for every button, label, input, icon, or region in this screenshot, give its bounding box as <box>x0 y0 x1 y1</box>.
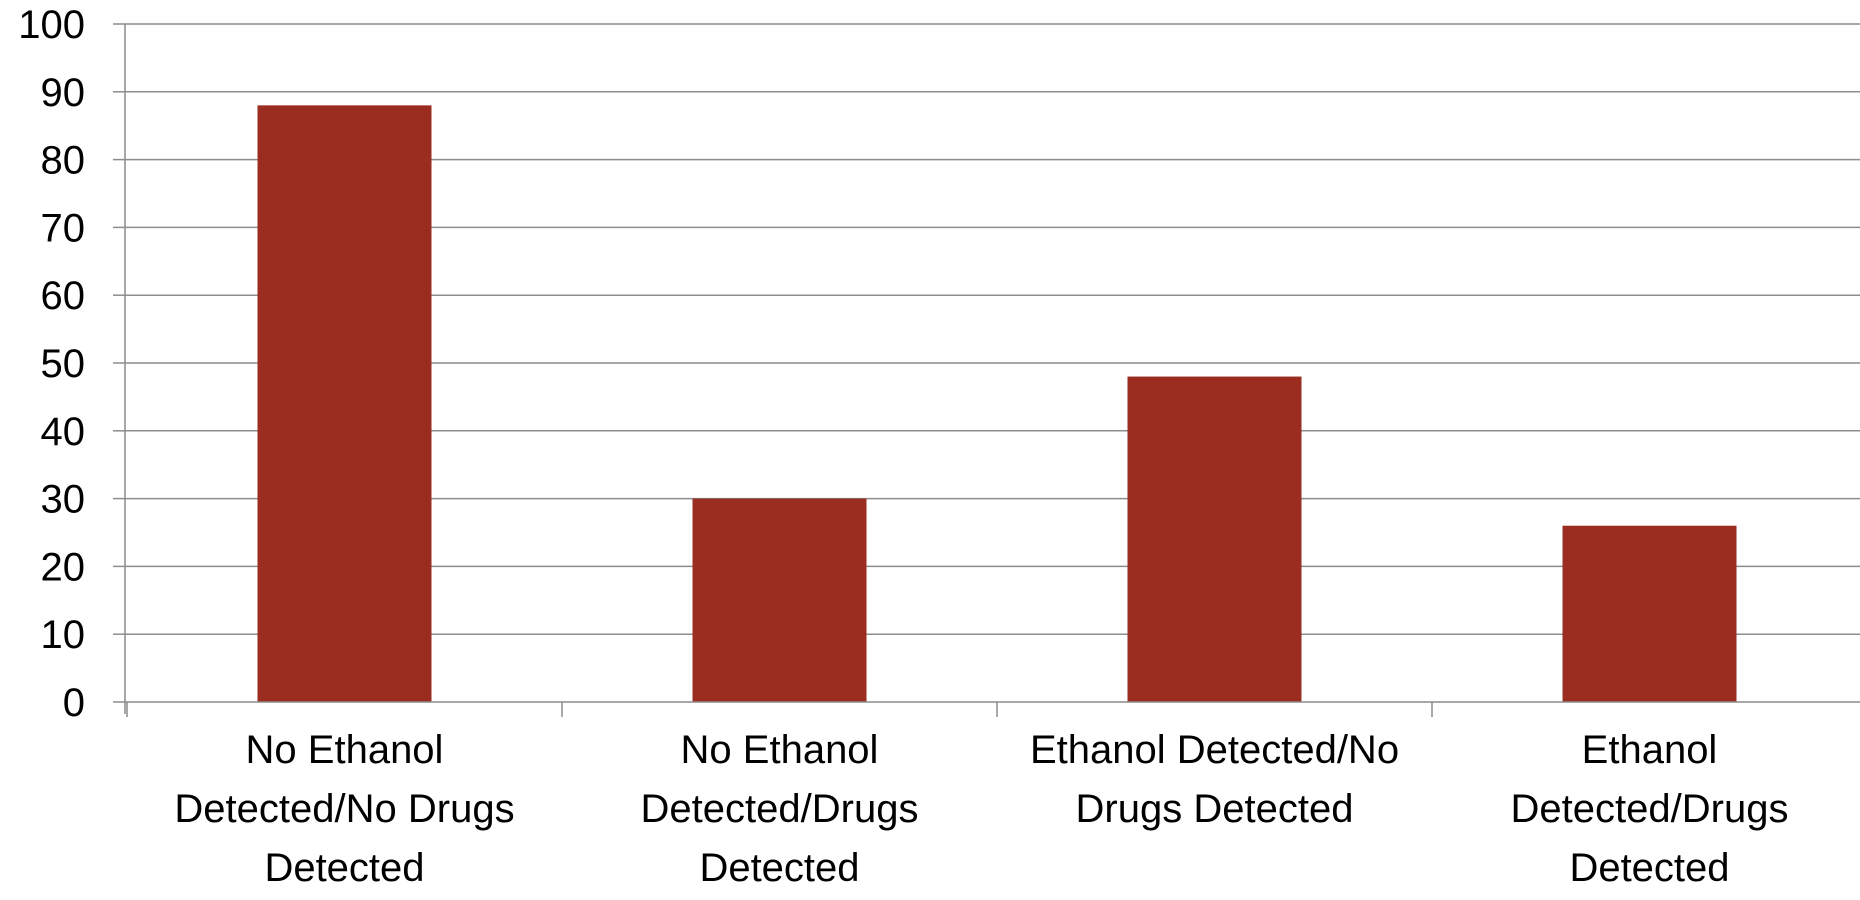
y-tick-label: 80 <box>41 139 86 183</box>
y-tick-label: 70 <box>41 206 86 250</box>
y-tick-label: 0 <box>63 681 85 725</box>
x-tick-label: Ethanol Detected/No Drugs Detected <box>1030 728 1399 831</box>
y-tick-label: 60 <box>41 274 86 318</box>
y-tick-label: 10 <box>41 613 86 657</box>
y-tick-label: 20 <box>41 545 86 589</box>
bars <box>257 105 1737 703</box>
bar <box>1562 525 1737 702</box>
x-tick-label: Ethanol Detected/Drugs Detected <box>1511 728 1789 890</box>
y-tick-label: 30 <box>41 478 86 522</box>
x-tick-label: No Ethanol Detected/Drugs Detected <box>641 728 919 890</box>
x-tick-labels: No Ethanol Detected/No Drugs Detected No Et… <box>174 728 1788 890</box>
y-tick-label: 100 <box>18 3 85 47</box>
bar <box>257 105 432 703</box>
y-tick-label: 40 <box>41 410 86 454</box>
bar <box>692 498 867 702</box>
y-tick-label: 50 <box>41 342 86 386</box>
x-tick-label: No Ethanol Detected/No Drugs Detected <box>174 728 514 890</box>
bar <box>1127 376 1302 702</box>
y-tick-label: 90 <box>41 71 86 115</box>
y-tick-labels: 0 10 20 30 40 50 60 70 80 90 100 <box>18 3 85 725</box>
axes <box>113 23 1860 717</box>
